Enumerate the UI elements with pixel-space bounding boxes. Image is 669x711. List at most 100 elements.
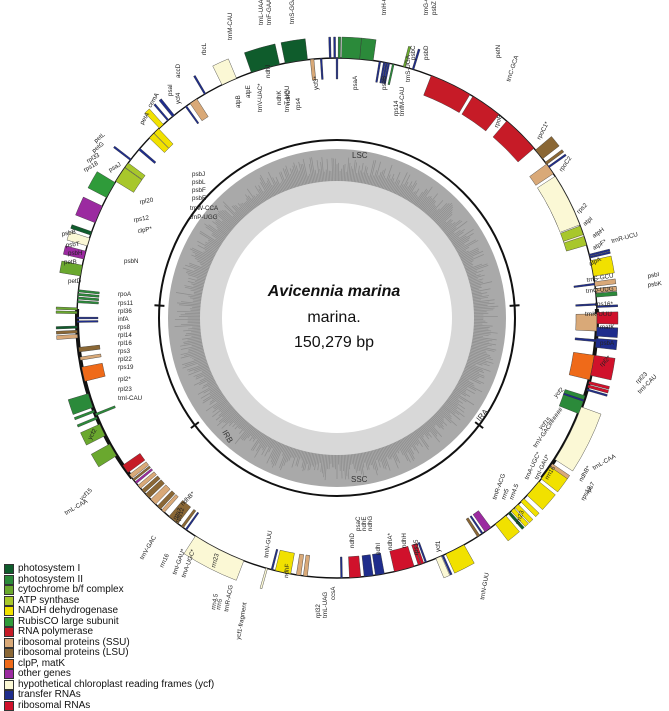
gene-block bbox=[362, 555, 373, 577]
gene-label: trnG-GCC bbox=[423, 0, 430, 15]
gene-label: rpl20 bbox=[139, 197, 154, 206]
gene-label: psbZ bbox=[431, 1, 438, 15]
legend-label: clpP, matK bbox=[18, 659, 65, 669]
gene-label: trnI-CAU bbox=[118, 395, 142, 402]
legend-item: photosystem I bbox=[4, 564, 214, 575]
gene-label: rps15 bbox=[413, 539, 420, 555]
legend-swatch bbox=[4, 617, 14, 627]
gene-label: infA bbox=[118, 316, 130, 323]
gene-block bbox=[244, 44, 279, 73]
gene-label: trnV-GAC###### bbox=[532, 406, 565, 449]
legend-swatch bbox=[4, 564, 14, 574]
gene-block bbox=[76, 197, 103, 223]
gene-block bbox=[334, 37, 336, 58]
legend: photosystem I photosystem II cytochrome … bbox=[4, 564, 214, 711]
gene-label: trnS-GGA bbox=[289, 0, 296, 24]
legend-label: NADH dehydrogenase bbox=[18, 606, 118, 616]
gene-label: psbT bbox=[66, 241, 81, 249]
gene-block bbox=[281, 39, 308, 63]
gene-label: psbK bbox=[647, 280, 663, 289]
gene-label: rps4 bbox=[295, 97, 302, 110]
gene-label: rpoC1* bbox=[536, 120, 552, 141]
gene-block bbox=[555, 407, 601, 471]
gene-block bbox=[576, 303, 597, 306]
gene-block bbox=[537, 176, 579, 232]
gene-block bbox=[77, 301, 98, 304]
gene-block bbox=[473, 511, 491, 532]
gene-label: rbcL bbox=[201, 42, 208, 55]
gene-label: trnfM-CAU bbox=[399, 87, 406, 116]
legend-label: ATP synthase bbox=[18, 596, 79, 606]
gene-block bbox=[82, 363, 106, 381]
gene-label: trnL-UAA* bbox=[258, 0, 265, 25]
legend-label: photosystem II bbox=[18, 575, 83, 585]
gene-block bbox=[360, 38, 376, 60]
legend-label: RNA polymerase bbox=[18, 627, 93, 637]
legend-swatch bbox=[4, 638, 14, 648]
gene-label: rrn4.5 bbox=[508, 483, 520, 501]
gene-label: trnW-CCA bbox=[190, 205, 219, 212]
gene-label: rps11 bbox=[118, 300, 134, 307]
gene-label: cemA bbox=[147, 91, 161, 109]
legend-swatch bbox=[4, 627, 14, 637]
legend-label: other genes bbox=[18, 669, 71, 679]
gene-block bbox=[79, 345, 100, 352]
gene-block bbox=[446, 545, 474, 573]
legend-item: ribosomal RNAs bbox=[4, 701, 214, 711]
gene-label: rps2 bbox=[575, 202, 589, 216]
gene-label: petD bbox=[68, 278, 82, 285]
gene-block bbox=[424, 76, 470, 113]
gene-label: psbD bbox=[423, 45, 430, 60]
gene-block bbox=[88, 172, 115, 198]
gene-block bbox=[77, 417, 97, 427]
region-boundary bbox=[510, 305, 520, 306]
gene-block bbox=[338, 37, 341, 58]
gene-label: ccsA bbox=[330, 586, 337, 600]
gene-label: trnK-UUU bbox=[585, 311, 612, 318]
legend-swatch bbox=[4, 659, 14, 669]
legend-label: ribosomal RNAs bbox=[18, 701, 90, 711]
gene-label: psbL bbox=[192, 179, 206, 186]
legend-label: cytochrome b/f complex bbox=[18, 585, 124, 595]
gene-block bbox=[320, 58, 323, 79]
gene-label: rpl32 bbox=[315, 604, 322, 618]
gene-label: trnV-UAC* bbox=[257, 83, 264, 112]
gene-label: trnN-GUU bbox=[263, 530, 274, 558]
gene-label: trnR-ACG bbox=[223, 584, 235, 612]
gene-block bbox=[78, 297, 99, 301]
gene-label: psaJ bbox=[108, 161, 123, 174]
gene-block bbox=[159, 99, 174, 117]
gene-label: ndhC bbox=[285, 90, 292, 105]
gene-label: ndhD bbox=[349, 533, 356, 548]
gene-label: rpl36 bbox=[118, 308, 132, 315]
gene-block bbox=[575, 338, 596, 342]
legend-swatch bbox=[4, 680, 14, 690]
legend-swatch bbox=[4, 606, 14, 616]
gene-label: trnN-GUU bbox=[479, 572, 491, 600]
legend-item: ribosomal proteins (LSU) bbox=[4, 648, 214, 659]
gene-block bbox=[56, 307, 77, 310]
gene-block bbox=[56, 326, 77, 329]
gene-block bbox=[56, 330, 77, 334]
gene-label: ycf3* bbox=[313, 76, 320, 90]
gene-label: psbH bbox=[68, 250, 82, 257]
gene-label: trnL-CAA bbox=[592, 453, 618, 472]
gene-label: clpP* bbox=[137, 225, 153, 235]
gene-label: matK bbox=[600, 324, 615, 331]
gene-label: psbJ bbox=[192, 171, 205, 178]
gene-label: psaB bbox=[381, 76, 388, 90]
gene-label: ndhG bbox=[367, 516, 374, 531]
gene-block bbox=[342, 37, 362, 59]
gene-block bbox=[336, 58, 338, 79]
gene-block bbox=[329, 37, 331, 58]
gene-label: ycf1-fragment bbox=[235, 602, 249, 641]
gene-label: psbA bbox=[600, 340, 615, 347]
gene-label: rpl2* bbox=[118, 376, 131, 383]
gene-label: trnC-GCA bbox=[505, 54, 520, 83]
gene-label: atpI bbox=[582, 215, 595, 227]
gene-label: rpoA bbox=[118, 291, 132, 298]
gene-block bbox=[77, 321, 98, 323]
gene-label: psbE bbox=[192, 195, 206, 202]
gene-label: rps12 bbox=[133, 214, 150, 224]
gene-block bbox=[303, 555, 309, 576]
